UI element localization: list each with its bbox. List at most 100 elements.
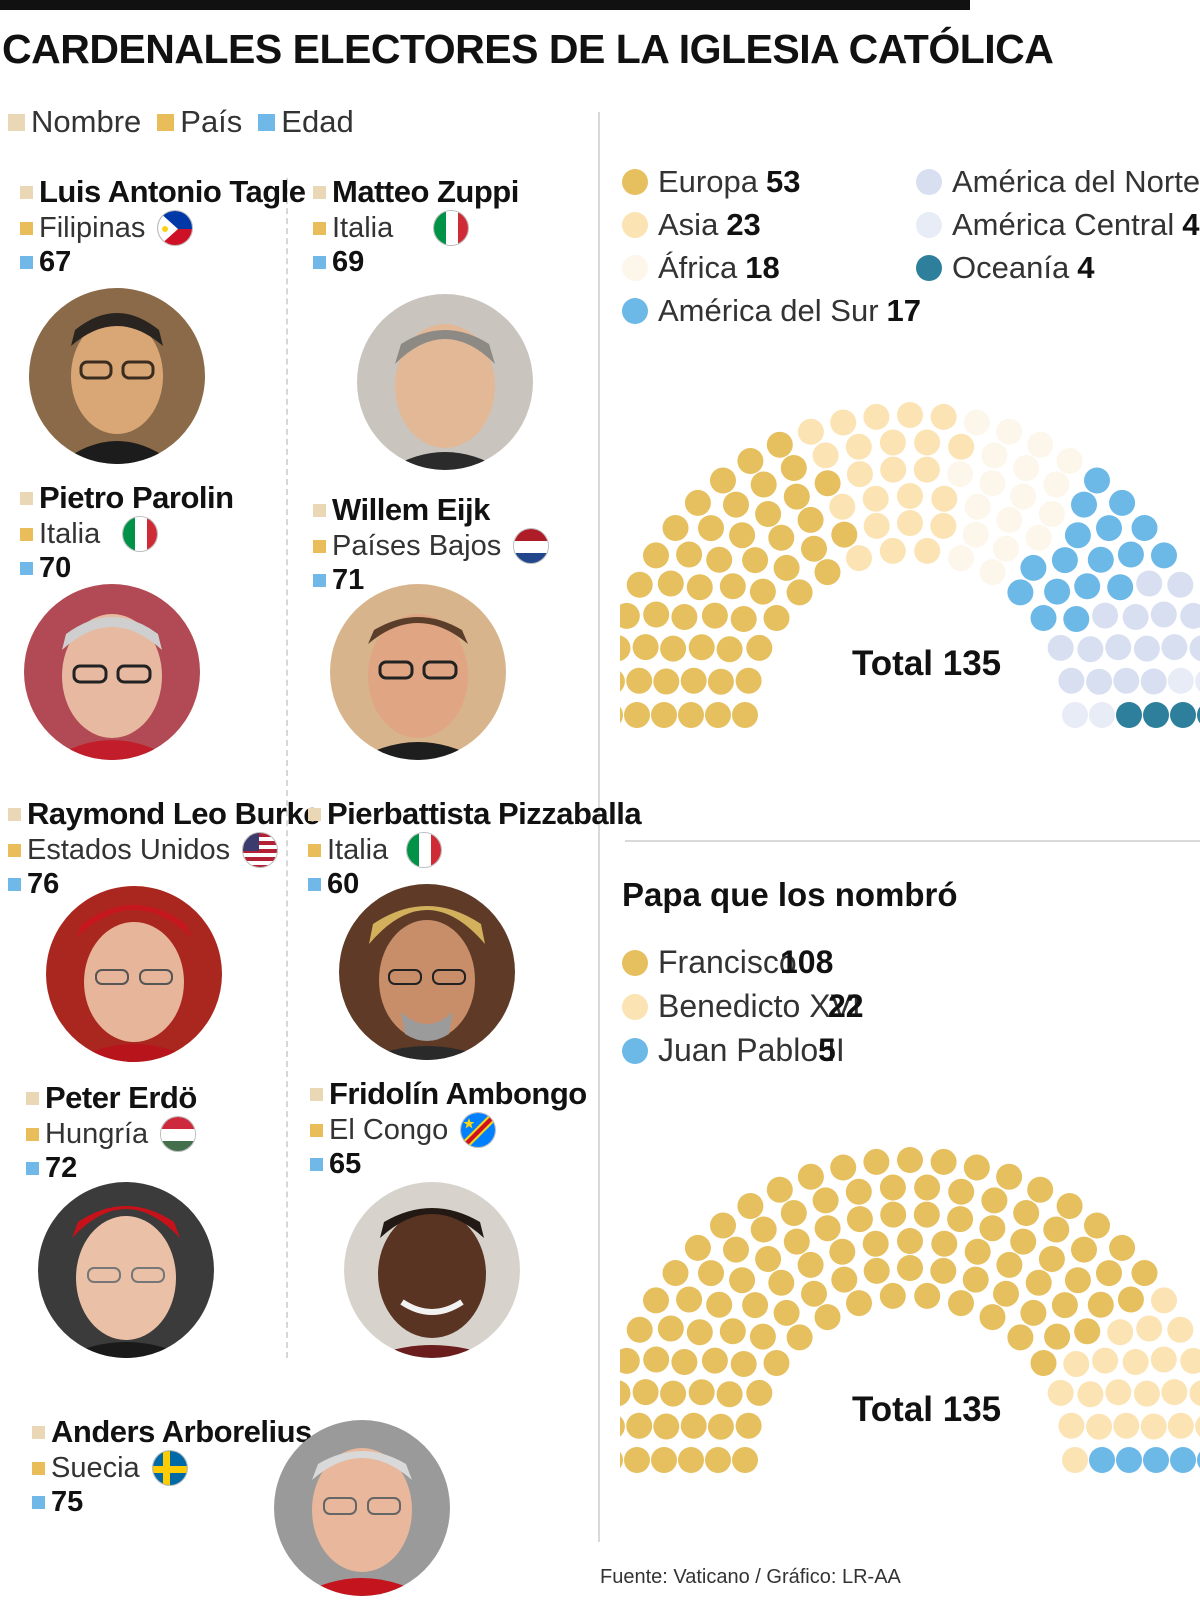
seat-américa-del-norte [1105,634,1132,661]
seat-francisco [996,1163,1023,1190]
seat-áfrica [962,521,989,548]
portrait-photo [330,584,506,760]
seat-francisco [880,1201,907,1228]
region-legend: Europa 53 Asia 23 África 18 América del Sur… [620,164,1200,344]
seat-juan-pablo-ii [1170,1447,1196,1473]
seat-francisco [1084,1212,1110,1239]
seat-áfrica [979,470,1006,497]
seat-francisco [829,1238,856,1265]
seat-américa-del-norte [1047,634,1074,661]
seat-francisco [680,1412,707,1439]
portrait-photo [38,1182,214,1358]
europa-dot [622,169,648,195]
seat-europa [723,491,749,518]
cardinal-name: Matteo Zuppi [332,174,519,209]
italy-flag-icon [406,832,443,868]
seat-europa [742,547,769,574]
seat-juan-pablo-ii [1197,1451,1200,1469]
seat-francisco [1030,1350,1057,1376]
seat-francisco [963,1154,990,1181]
source-note: Fuente: Vaticano / Gráfico: LR-AA [600,1566,901,1588]
seat-francisco [979,1215,1006,1242]
pais-marker [310,1123,323,1137]
cardinal-name: Willem Eijk [332,492,490,527]
nombre-marker [313,503,326,517]
seat-francisco [651,1447,677,1473]
pais-marker [308,843,321,857]
seat-asia [797,418,824,445]
nombre-marker [32,1425,45,1439]
seat-américa-del-norte [1150,601,1177,628]
legend-asia: Asia 23 [622,207,761,243]
seat-américa-del-sur [1096,515,1122,542]
seat-francisco [773,1299,800,1326]
seat-francisco [688,1379,715,1406]
seat-américa-del-sur [1071,491,1097,518]
seat-américa-del-sur [1051,547,1078,574]
seat-europa [755,501,782,527]
netherlands-flag-icon [513,528,550,564]
seat-benedicto-xvi [1107,1319,1134,1346]
seat-benedicto-xvi [1151,1287,1177,1314]
seat-benedicto-xvi [1063,1351,1090,1377]
edad-marker [32,1496,45,1509]
seat-asia [863,512,890,539]
seat-francisco [830,1154,857,1181]
legend-nombre: Nombre [8,104,141,140]
cardinal-country: Italia [327,833,389,866]
cardinal-age: 67 [39,246,72,278]
seat-francisco [632,1379,659,1406]
seat-europa [749,578,776,605]
seat-francisco [1131,1260,1158,1286]
seat-europa [730,606,757,632]
cardinal-card: Anders Arborelius Suecia 75 [32,1414,312,1519]
seat-benedicto-xvi [1189,1380,1200,1406]
seat-francisco [780,1200,807,1226]
seat-áfrica [964,493,991,520]
edad-swatch [258,113,276,131]
legend-america-del-sur: América del Sur 17 [622,293,921,329]
pais-marker [313,539,326,553]
edad-marker [313,574,326,587]
cardinal-country: Suecia [51,1451,140,1484]
seat-francisco [863,1148,890,1175]
cardinal-card: Willem Eijk Países Bajos 71 [313,492,550,597]
seat-europa [643,542,669,569]
oceania-dot [916,255,942,281]
america-norte-dot [916,169,942,195]
seat-benedicto-xvi [1195,1416,1200,1437]
nombre-marker [26,1091,39,1105]
seat-europa [831,521,858,548]
legend-america-del-norte: América del Norte16 [916,164,1200,200]
seat-europa [626,571,653,598]
pais-marker [313,221,326,235]
region-name: América del Norte [952,164,1200,199]
seat-francisco [862,1230,889,1257]
seat-oceanía [1170,702,1196,728]
seat-asia [914,429,941,456]
congo-flag-icon [460,1112,497,1148]
seat-asia [863,403,890,430]
cardinal-card: Fridolín Ambongo El Congo 65 [310,1076,587,1181]
seat-francisco [732,1447,758,1473]
seat-europa [632,634,659,661]
seat-benedicto-xvi [1122,1349,1149,1375]
pais-marker [32,1461,45,1475]
seat-américa-del-norte [1092,602,1119,629]
pope-name: Juan Pablo II [658,1032,845,1068]
region-name: América del Sur [658,293,879,328]
seat-francisco [707,1413,734,1440]
cardinal-country: Estados Unidos [27,833,231,866]
pais-swatch [157,113,175,131]
seat-europa [746,634,773,661]
region-value: 18 [745,250,780,285]
cardinal-card: Raymond Leo Burke Estados Unidos 76 [8,796,320,901]
pope-value: 5 [818,1032,836,1068]
field-legend: Nombre País Edad [8,104,354,140]
seat-áfrica [996,418,1023,445]
cardinal-country: Filipinas [39,211,146,244]
legend-benedicto: Benedicto XVI 22 [622,988,864,1025]
seat-europa [707,668,734,695]
seat-francisco [797,1163,824,1190]
seat-francisco [786,1324,813,1351]
